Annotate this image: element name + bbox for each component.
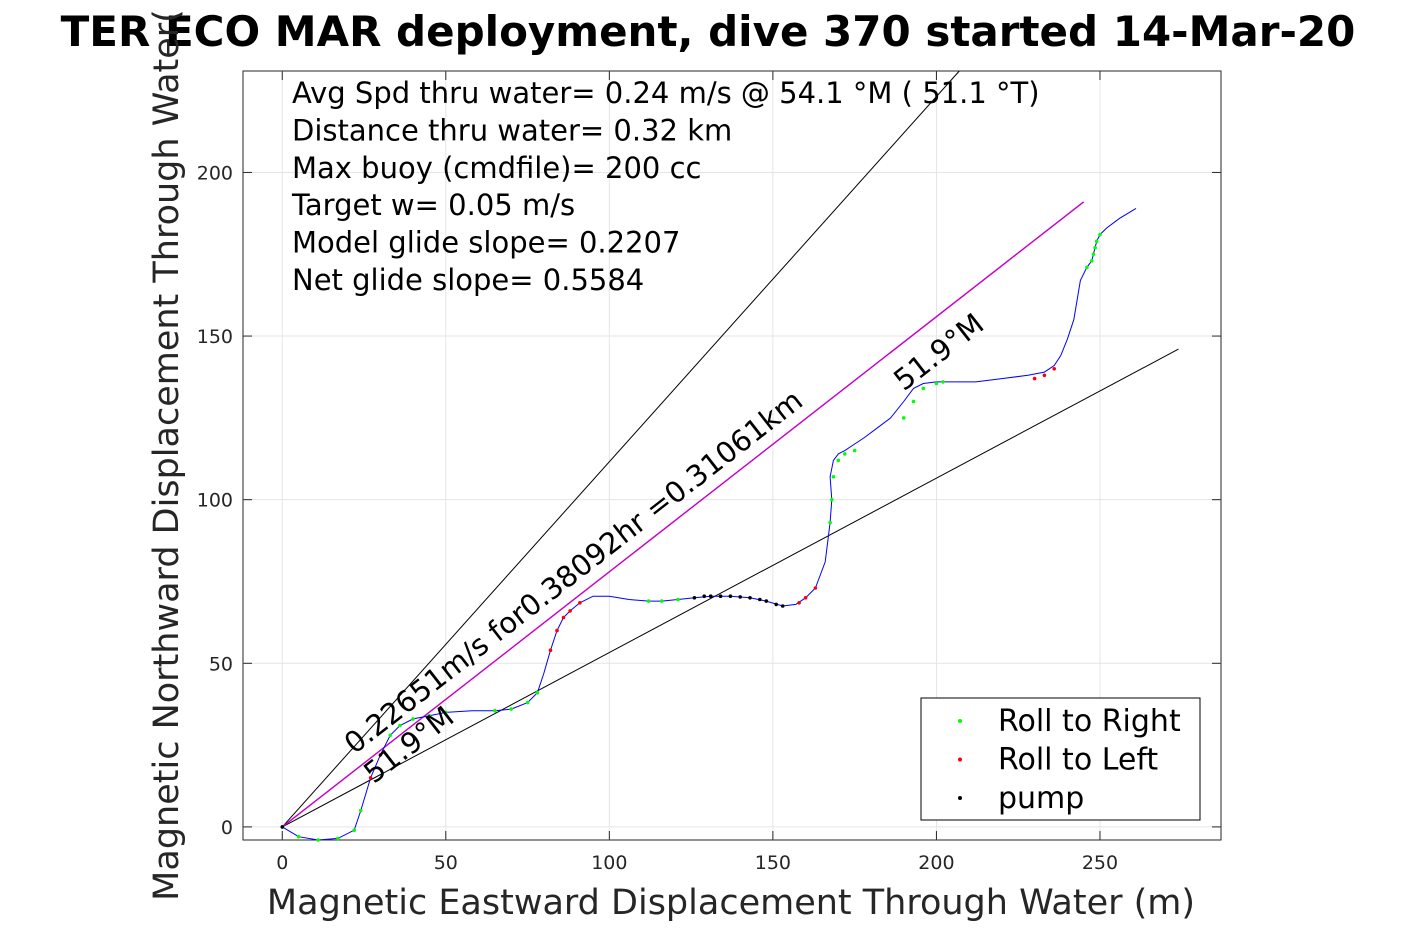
x-tick-label: 50 [434,852,458,874]
roll-right-point [509,707,513,711]
roll-right-point [911,399,916,404]
roll-right-point [1090,259,1094,263]
roll-right-point [1093,245,1097,250]
roll-left-point [561,615,566,620]
pump-point [758,597,762,602]
roll-right-point [831,475,836,479]
roll-right-point [336,836,340,841]
roll-right-point [830,497,834,502]
roll-right-point [921,386,926,391]
y-tick-label: 200 [197,162,233,184]
roll-right-point [352,828,357,832]
model-line [281,201,1085,828]
roll-right-point [411,717,415,721]
roll-right-point [836,458,841,463]
pump-point [764,599,769,603]
roll-right-point [444,710,448,715]
info-line: Net glide slope= 0.5584 [292,263,644,297]
roll-right-point [398,723,402,728]
pump-point [728,594,733,598]
legend-label: Roll to Left [998,743,1158,778]
roll-right-point [843,452,847,456]
legend-marker [958,719,962,723]
pump-point [738,595,742,599]
x-tick-label: 200 [918,852,954,874]
roll-right-point [934,381,939,386]
roll-right-point [676,597,680,602]
roll-left-point [578,601,582,605]
legend-marker [958,796,962,800]
y-tick-label: 0 [221,817,233,839]
x-tick-label: 250 [1082,852,1118,874]
y-ticks: 0 50 100 150 200 [197,162,1221,839]
pump-point [748,596,752,600]
roll-right-point [296,834,301,839]
roll-right-point [316,838,321,842]
y-axis-label: Magnetic Northward Displacement Through … [147,9,187,901]
info-line: Distance thru water= 0.32 km [292,113,732,147]
pump-point [702,594,706,598]
roll-right-point [1098,232,1102,237]
pump-point [708,594,713,598]
info-line: Max buoy (cmdfile)= 200 cc [292,151,701,185]
roll-left-point [803,596,808,600]
legend-marker [958,757,962,762]
pump-point [692,596,697,600]
info-line: Avg Spd thru water= 0.24 m/s @ 54.1 °M (… [292,76,1040,110]
legend-label: pump [998,781,1084,816]
roll-left-point [555,628,559,633]
y-tick-label: 150 [197,326,233,348]
y-tick-label: 100 [197,490,233,512]
roll-right-point [493,708,497,713]
chart-title: TER ECO MAR deployment, dive 370 started… [61,7,1356,56]
info-text-block: Avg Spd thru water= 0.24 m/s @ 54.1 °M (… [291,76,1040,297]
info-line: Model glide slope= 0.2207 [292,226,680,260]
roll-right-point [828,520,832,525]
roll-right-point [427,713,432,718]
roll-right-point [901,416,906,420]
roll-left-point [797,601,801,605]
roll-left-point [548,648,553,652]
roll-left-point [568,609,572,613]
roll-left-point [1032,376,1037,381]
roll-left-point [1042,373,1047,378]
roll-right-point [1094,239,1099,243]
roll-left-point [1052,367,1056,371]
roll-right-point [535,690,540,695]
pump-point [780,604,785,608]
pump-point [718,594,723,598]
roll-left-point [368,776,373,780]
x-tick-label: 0 [276,852,288,874]
y-tick-label: 50 [209,653,233,675]
roll-right-point [359,808,363,813]
roll-right-point [852,448,857,453]
roll-left-point [813,586,818,590]
roll-left-point [378,753,383,757]
roll-right-point [388,733,393,738]
roll-right-point [525,700,530,705]
legend-label: Roll to Right [998,704,1181,739]
reference-line [282,348,1179,828]
roll-right-point [941,380,945,384]
x-axis-label: Magnetic Eastward Displacement Through W… [267,883,1195,923]
series-points [280,232,1102,842]
legend-box [920,697,1201,821]
roll-right-point [1085,265,1089,270]
pump-point [280,825,285,829]
info-line: Target w= 0.05 m/s [291,188,575,222]
roll-right-point [1091,252,1096,257]
pump-point [774,602,778,607]
roll-right-point [659,599,664,603]
roll-right-point [646,599,651,603]
x-ticks: 0 50 100 150 200 250 [276,71,1118,874]
reference-line [281,70,960,828]
x-tick-label: 100 [591,852,627,874]
x-tick-label: 150 [755,852,791,874]
